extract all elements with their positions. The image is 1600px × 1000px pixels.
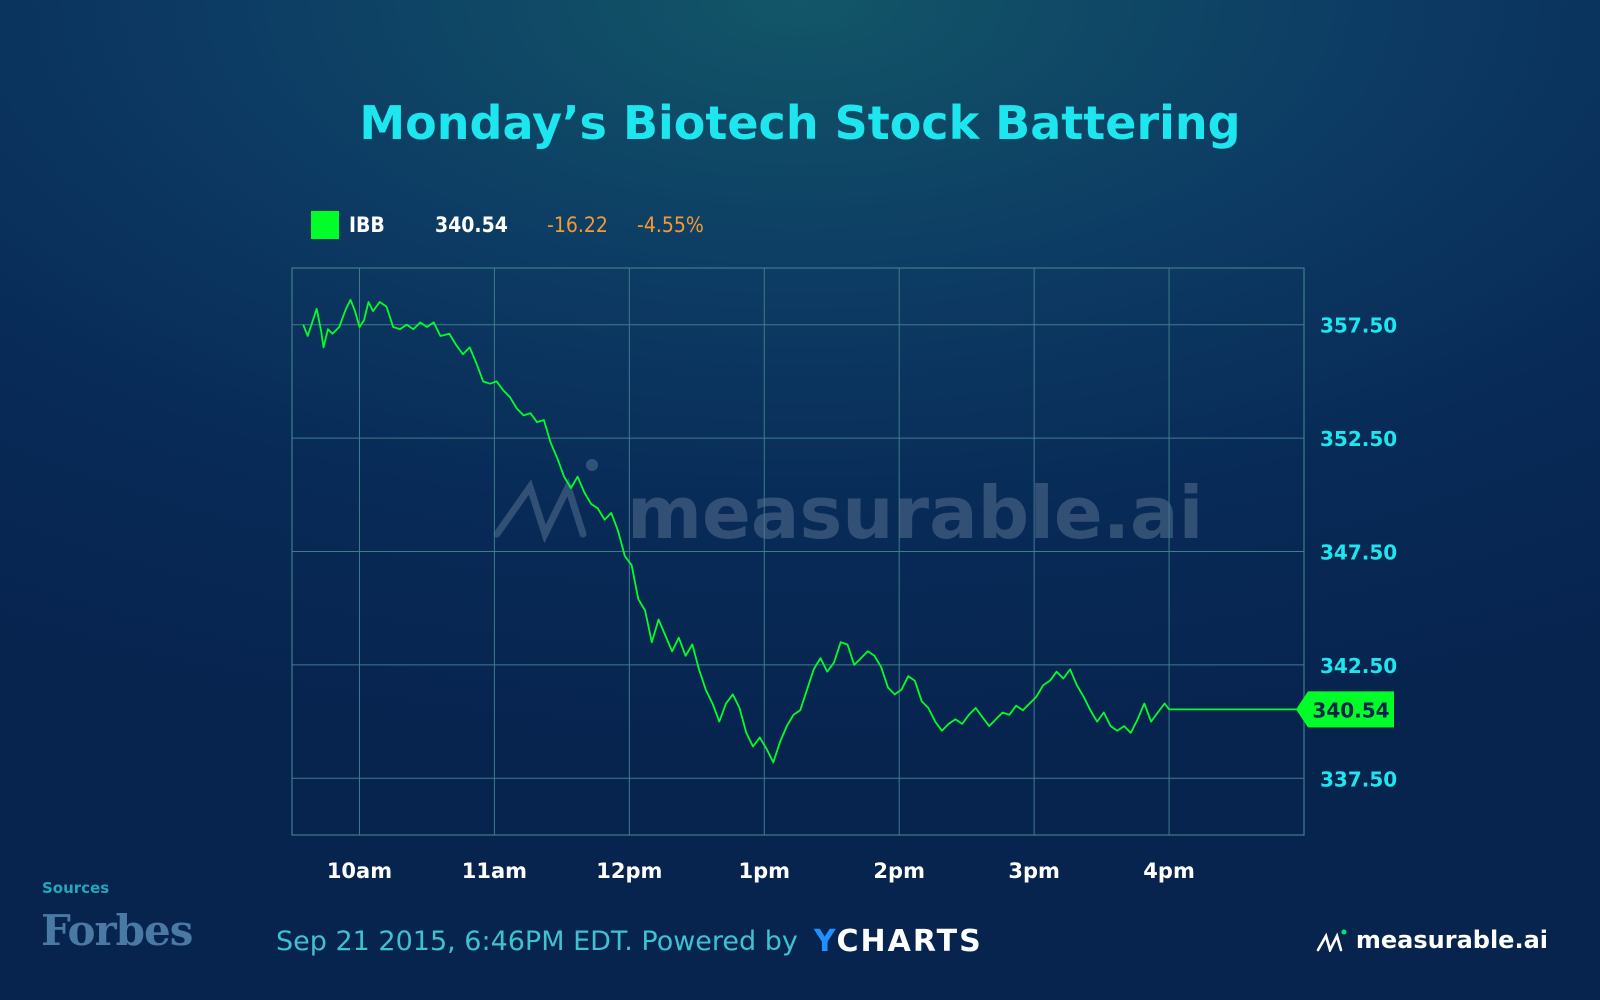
sources-label: Sources bbox=[42, 879, 110, 897]
y-axis-labels: 337.50 342.50 347.50 352.50 357.50 bbox=[1320, 314, 1397, 792]
watermark: measurable.ai bbox=[493, 459, 1203, 555]
source-forbes-logo: Forbes bbox=[41, 906, 193, 955]
ycharts-logo-rest: CHARTS bbox=[836, 924, 983, 959]
legend-last-value: 340.54 bbox=[435, 213, 508, 237]
legend-swatch bbox=[311, 211, 339, 239]
series-line-ibb bbox=[302, 298, 1302, 764]
timestamp-text: Sep 21 2015, 6:46PM EDT. Powered by bbox=[276, 926, 798, 957]
legend-series-name: IBB bbox=[349, 213, 385, 237]
legend: IBB 340.54 -16.22 -4.55% bbox=[311, 210, 704, 240]
measurable-ai-logo-icon bbox=[493, 459, 598, 544]
measurable-ai-brand: measurable.ai bbox=[1316, 926, 1548, 954]
y-tick-label: 352.50 bbox=[1320, 427, 1397, 451]
grid bbox=[292, 268, 1304, 835]
ycharts-logo-y: Y bbox=[813, 924, 837, 959]
last-value-badge bbox=[1296, 691, 1394, 728]
x-tick-label: 12pm bbox=[596, 859, 662, 883]
last-value-marker: 340.54 bbox=[1296, 691, 1394, 728]
watermark-text: measurable.ai bbox=[627, 471, 1203, 555]
x-axis-labels: 10am 11am 12pm 1pm 2pm 3pm 4pm bbox=[327, 859, 1195, 883]
x-tick-label: 3pm bbox=[1008, 859, 1060, 883]
x-tick-label: 10am bbox=[327, 859, 392, 883]
x-tick-label: 11am bbox=[462, 859, 527, 883]
chart-title: Monday’s Biotech Stock Battering bbox=[359, 96, 1241, 150]
y-tick-label: 342.50 bbox=[1320, 654, 1397, 678]
measurable-ai-icon bbox=[1316, 929, 1347, 952]
brand-text: measurable.ai bbox=[1355, 926, 1548, 954]
ycharts-logo: YCHARTS bbox=[814, 924, 983, 959]
series-group bbox=[302, 298, 1302, 764]
legend-change-percent: -4.55% bbox=[637, 213, 704, 237]
x-tick-label: 1pm bbox=[739, 859, 791, 883]
legend-change: -16.22 bbox=[547, 213, 608, 237]
y-tick-label: 337.50 bbox=[1320, 767, 1397, 791]
y-tick-label: 357.50 bbox=[1320, 314, 1397, 338]
last-value-label: 340.54 bbox=[1312, 698, 1389, 722]
y-tick-label: 347.50 bbox=[1320, 541, 1397, 565]
timestamp-powered-by: Sep 21 2015, 6:46PM EDT. Powered by YCHA… bbox=[276, 924, 983, 959]
x-tick-label: 2pm bbox=[873, 859, 925, 883]
x-tick-label: 4pm bbox=[1143, 859, 1195, 883]
